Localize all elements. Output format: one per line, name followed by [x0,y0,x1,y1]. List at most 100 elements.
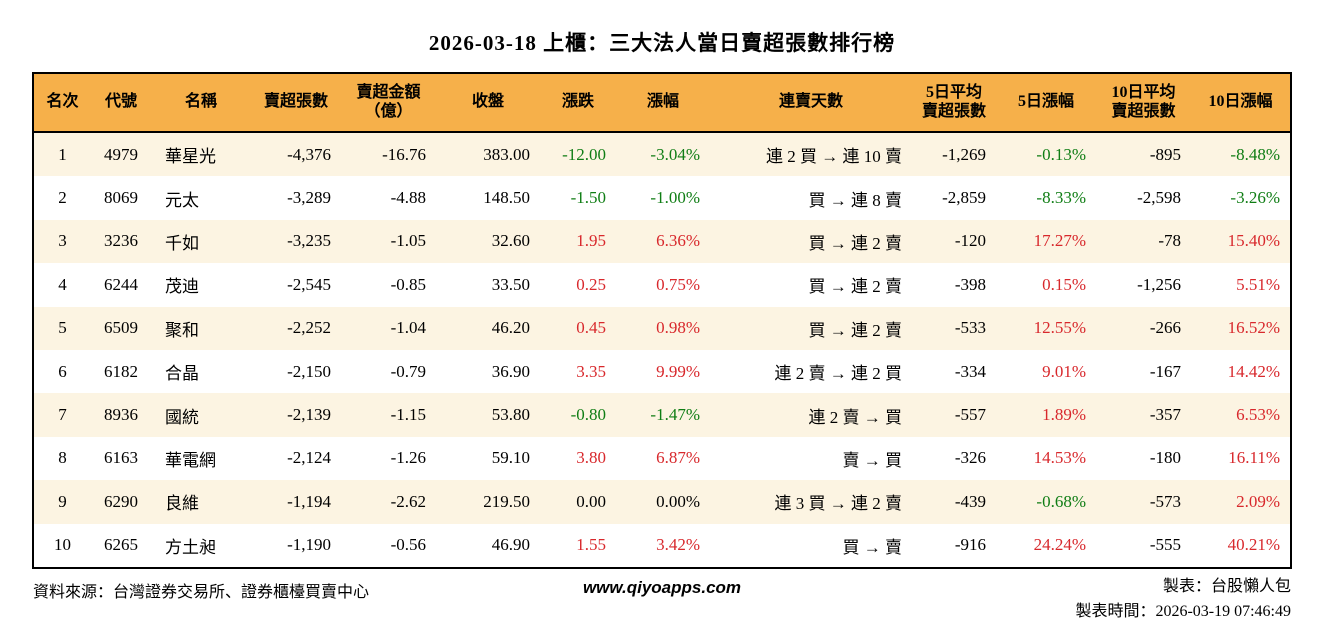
cell-avg10_volume: -555 [1149,535,1181,555]
cell-avg5_volume: -557 [954,405,986,425]
cell-avg5_volume: -533 [954,318,986,338]
column-header-change: 漲跌 [561,93,594,111]
cell-name: 合晶 [165,364,199,384]
column-header-avg10_volume: 10日平均 賣超張數 [1111,83,1176,120]
cell-change: -0.80 [570,405,606,425]
cell-close: 383.00 [483,144,530,164]
cell-streak: 買 → 連 2 賣 [808,233,903,253]
cell-net_sell_volume: -2,124 [287,448,331,468]
cell-rank: 5 [58,318,67,338]
website-text: www.qiyoapps.com [582,577,742,597]
cell-avg5_volume: -916 [954,535,986,555]
cell-code: 8936 [104,405,138,425]
cell-rank: 3 [58,231,67,251]
cell-net_sell_amount: -1.04 [390,318,426,338]
cell-net_sell_amount: -1.05 [390,231,426,251]
cell-chg10_pct: 16.11% [1228,448,1280,468]
cell-code: 6182 [104,361,138,381]
cell-rank: 1 [58,144,67,164]
report-credits: 製表：台股懶人包 製表時間：2026-03-19 07:46:49 [1075,575,1291,625]
cell-avg10_volume: -573 [1149,491,1181,511]
table-row: 8 6163 華電網 -2,124 -1.26 59.10 3.80 6.87% 賣 → 買 -3… [33,436,1291,481]
cell-change: 3.35 [576,361,606,381]
cell-chg5_pct: 14.53% [1033,448,1086,468]
cell-net_sell_volume: -3,289 [287,188,331,208]
data-source-note: 資料來源：台灣證券交易所、證券櫃檯買賣中心 [33,583,370,601]
table-row: 4 6244 茂迪 -2,545 -0.85 33.50 0.25 0.75% 買 → 連 2 … [33,263,1291,307]
cell-streak: 買 → 連 2 賣 [808,320,903,340]
cell-avg5_volume: -439 [954,491,986,511]
cell-net_sell_volume: -2,545 [287,274,331,294]
cell-chg10_pct: 6.53% [1236,405,1280,425]
cell-chg10_pct: 16.52% [1227,318,1280,338]
cell-chg5_pct: 9.01% [1042,361,1086,381]
cell-net_sell_volume: -1,190 [287,535,331,555]
cell-net_sell_amount: -1.15 [390,405,426,425]
cell-net_sell_volume: -2,252 [287,318,331,338]
table-row: 5 6509 聚和 -2,252 -1.04 46.20 0.45 0.98% 買 → 連 2 … [33,306,1291,350]
cell-rank: 2 [58,188,67,208]
cell-code: 8069 [104,188,138,208]
cell-chg10_pct: 15.40% [1227,231,1280,251]
cell-code: 3236 [104,231,138,251]
cell-close: 46.20 [491,318,530,338]
cell-streak: 連 3 買 → 連 2 賣 [774,494,903,514]
column-header-net_sell_volume: 賣超張數 [263,93,328,111]
cell-net_sell_volume: -2,150 [287,361,331,381]
column-header-chg10_pct: 10日漲幅 [1208,93,1273,111]
column-header-chg5_pct: 5日漲幅 [1017,93,1074,111]
cell-net_sell_amount: -2.62 [390,491,426,511]
cell-chg5_pct: 1.89% [1042,405,1086,425]
cell-net_sell_volume: -4,376 [287,144,331,164]
cell-name: 方土昶 [165,537,216,557]
cell-net_sell_amount: -0.85 [390,274,426,294]
cell-name: 元太 [165,190,199,210]
table-row: 2 8069 元太 -3,289 -4.88 148.50 -1.50 -1.00% 買 → 連… [33,176,1291,220]
column-header-net_sell_amount: 賣超金額 （億） [356,83,421,120]
table-header-row: 名次 代號 名稱 賣超張數 賣超金額 （億） 收盤 漲跌 漲幅 連賣天數 5日平均 賣超張數 5日漲幅 1… [33,73,1291,132]
cell-streak: 買 → 連 2 賣 [808,277,903,297]
cell-rank: 8 [58,448,67,468]
cell-net_sell_volume: -1,194 [287,491,331,511]
cell-name: 國統 [165,407,199,427]
cell-avg10_volume: -167 [1149,361,1181,381]
made-by-text: 製表：台股懶人包 [1162,577,1291,595]
cell-net_sell_volume: -3,235 [287,231,331,251]
cell-close: 148.50 [483,188,530,208]
cell-change_pct: 6.87% [656,448,700,468]
cell-avg5_volume: -120 [954,231,986,251]
cell-change_pct: -1.00% [650,188,700,208]
cell-code: 6244 [104,274,138,294]
cell-code: 6290 [104,491,138,511]
cell-close: 32.60 [491,231,530,251]
cell-rank: 6 [58,361,67,381]
cell-close: 53.80 [491,405,530,425]
ranking-table: 名次 代號 名稱 賣超張數 賣超金額 （億） 收盤 漲跌 漲幅 連賣天數 5日平均 賣超張數 5日漲幅 1… [32,72,1292,569]
cell-avg5_volume: -1,269 [942,144,986,164]
cell-change: -12.00 [562,144,606,164]
cell-name: 茂迪 [165,277,199,297]
cell-close: 46.90 [491,535,530,555]
cell-change_pct: 3.42% [656,535,700,555]
cell-code: 6509 [104,318,138,338]
cell-change: 1.95 [576,231,606,251]
page-title: 2026-03-18 上櫃：三大法人當日賣超張數排行榜 [428,31,896,55]
cell-avg5_volume: -326 [954,448,986,468]
cell-avg10_volume: -895 [1149,144,1181,164]
table-row: 7 8936 國統 -2,139 -1.15 53.80 -0.80 -1.47% 連 2 賣 … [33,393,1291,437]
cell-change: 1.55 [576,535,606,555]
table-row: 3 3236 千如 -3,235 -1.05 32.60 1.95 6.36% 買 → 連 2 … [33,219,1291,264]
cell-change_pct: 9.99% [656,361,700,381]
cell-avg10_volume: -78 [1158,231,1181,251]
cell-code: 6265 [104,535,138,555]
table-row: 6 6182 合晶 -2,150 -0.79 36.90 3.35 9.99% 連 2 賣 → … [33,349,1291,394]
cell-avg10_volume: -2,598 [1137,188,1181,208]
cell-change_pct: 0.00% [656,491,700,511]
cell-name: 華星光 [165,147,216,167]
cell-rank: 10 [54,535,71,555]
cell-streak: 買 → 連 8 賣 [808,190,903,210]
footer: 資料來源：台灣證券交易所、證券櫃檯買賣中心 www.qiyoapps.com 製… [33,575,1291,625]
cell-avg10_volume: -180 [1149,448,1181,468]
column-header-change_pct: 漲幅 [646,93,679,111]
cell-chg10_pct: 14.42% [1227,361,1280,381]
